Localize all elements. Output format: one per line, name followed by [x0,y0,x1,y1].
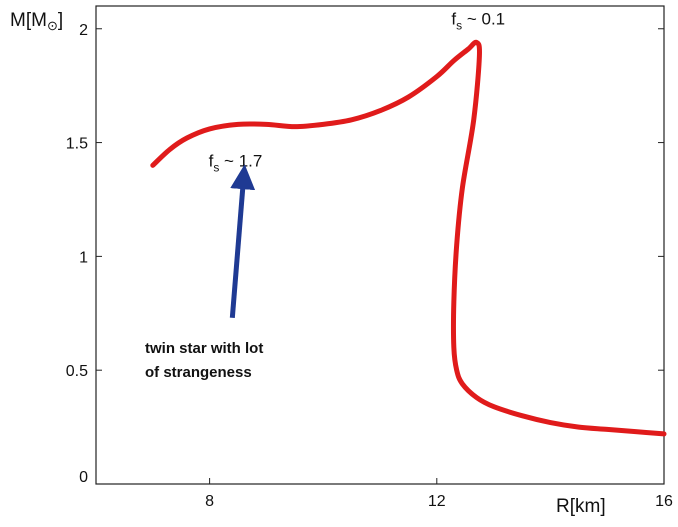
y-tick-label: 0.5 [66,363,88,380]
y-tick-label: 0 [79,469,88,486]
x-ticks: 8 12 16 [205,478,673,510]
series-line-0 [150,39,667,437]
annotation-arrow [229,164,256,319]
x-tick-label: 8 [205,493,214,510]
y-tick-label: 1.5 [66,136,88,153]
annotation-fs-top: fs ~ 0.1 [451,9,505,32]
annotation-note-line2: of strangeness [145,364,252,381]
y-tick-label: 1 [79,249,88,266]
y-ticks: 0 0.5 1 1.5 2 [66,22,664,486]
x-axis-label: R[km] [556,496,606,517]
y-axis-label: M[M⊙] [10,10,63,33]
plot-frame [95,5,665,485]
annotation-note-line1: twin star with lot [145,340,263,357]
x-tick-label: 12 [428,493,446,510]
series-layer [150,39,667,437]
x-tick-label: 16 [655,493,673,510]
y-tick-label: 2 [79,22,88,39]
annotation-fs-twin: fs ~ 1.7 [209,152,263,175]
